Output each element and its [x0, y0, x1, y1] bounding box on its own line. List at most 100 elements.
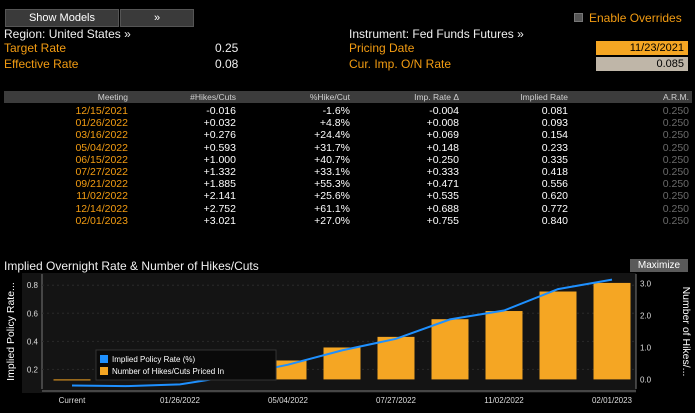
table-row[interactable]: 05/04/2022 +0.593 +31.7% +0.148 0.233 0.250: [4, 142, 692, 154]
cell-pct: +55.3%: [314, 178, 350, 191]
enable-overrides-label[interactable]: Enable Overrides: [589, 11, 682, 25]
cell-arm: 0.250: [662, 178, 689, 191]
cell-hikes: +0.032: [203, 117, 236, 130]
cell-meeting: 07/27/2022: [75, 166, 128, 178]
bar-hikes: [323, 347, 361, 380]
maximize-button[interactable]: Maximize: [630, 259, 688, 272]
column-header-arm[interactable]: A.R.M.: [663, 92, 689, 102]
legend-label-hikes: Number of Hikes/Cuts Priced In: [112, 367, 224, 376]
effective-rate-label: Effective Rate: [4, 57, 79, 71]
pricing-date-label: Pricing Date: [349, 41, 415, 55]
cell-implied-rate: 0.620: [541, 190, 568, 203]
bar-hikes: [485, 311, 523, 380]
cell-implied-rate: 0.093: [541, 117, 568, 130]
table-row[interactable]: 11/02/2022 +2.141 +25.6% +0.535 0.620 0.250: [4, 190, 692, 202]
left-tick-label: 0.4: [27, 337, 39, 346]
bar-hikes: [107, 379, 145, 381]
cell-hikes: +3.021: [203, 214, 236, 227]
cell-arm: 0.250: [662, 214, 689, 227]
enable-overrides-checkbox[interactable]: [574, 13, 583, 22]
cell-imp-delta: +0.250: [426, 153, 459, 166]
chart-title: Implied Overnight Rate & Number of Hikes…: [4, 259, 259, 273]
legend-label-rate: Implied Policy Rate (%): [112, 355, 195, 364]
table-row[interactable]: 12/15/2021 -0.016 -1.6% -0.004 0.081 0.250: [4, 105, 692, 117]
cell-imp-delta: +0.148: [426, 141, 459, 154]
bar-hikes: [593, 282, 631, 380]
cell-implied-rate: 0.418: [541, 166, 568, 178]
chart-plot-area: [22, 273, 636, 393]
bar-hikes: [269, 360, 307, 380]
pricing-date-input[interactable]: 11/23/2021: [596, 41, 688, 55]
cell-arm: 0.250: [662, 141, 689, 154]
cell-arm: 0.250: [662, 190, 689, 203]
cell-imp-delta: +0.333: [426, 166, 459, 178]
bar-hikes: [215, 370, 253, 380]
legend-swatch-hikes: [100, 367, 108, 375]
cell-imp-delta: +0.008: [426, 117, 459, 130]
table-row[interactable]: 01/26/2022 +0.032 +4.8% +0.008 0.093 0.250: [4, 117, 692, 129]
cell-arm: 0.250: [662, 129, 689, 142]
cell-hikes: +1.885: [203, 178, 236, 191]
expand-button[interactable]: »: [120, 9, 194, 27]
cell-implied-rate: 0.335: [541, 153, 568, 166]
left-tick-label: 0.6: [27, 309, 39, 318]
cell-pct: +61.1%: [314, 202, 350, 215]
table-row[interactable]: 12/14/2022 +2.752 +61.1% +0.688 0.772 0.250: [4, 203, 692, 215]
cell-pct: +33.1%: [314, 166, 350, 178]
bar-hikes: [539, 291, 577, 380]
cell-implied-rate: 0.840: [541, 214, 568, 227]
right-axis-title: Number of Hikes/...: [680, 287, 692, 377]
table-row[interactable]: 09/21/2022 +1.885 +55.3% +0.471 0.556 0.250: [4, 178, 692, 190]
cell-imp-delta: +0.535: [426, 190, 459, 203]
cell-pct: +40.7%: [314, 153, 350, 166]
show-models-button[interactable]: Show Models: [5, 9, 119, 27]
target-rate-label: Target Rate: [4, 41, 67, 55]
bar-hikes: [161, 378, 199, 380]
target-rate-value: 0.25: [215, 41, 239, 55]
table-row[interactable]: 06/15/2022 +1.000 +40.7% +0.250 0.335 0.250: [4, 154, 692, 166]
effective-rate-value: 0.08: [215, 57, 239, 71]
cell-arm: 0.250: [662, 153, 689, 166]
cell-pct: +27.0%: [314, 214, 350, 227]
cell-imp-delta: +0.688: [426, 202, 459, 215]
column-header-meeting[interactable]: Meeting: [97, 92, 128, 102]
cell-pct: -1.6%: [322, 105, 350, 117]
column-header-hikes[interactable]: #Hikes/Cuts: [190, 92, 236, 102]
region-selector[interactable]: Region: United States »: [4, 27, 131, 41]
column-header-pct[interactable]: %Hike/Cut: [309, 92, 350, 102]
column-header-implied-rate[interactable]: Implied Rate: [520, 92, 568, 102]
cur-imp-rate-input[interactable]: 0.085: [596, 57, 688, 71]
right-tick-label: 0.0: [640, 375, 652, 384]
cell-implied-rate: 0.772: [541, 202, 568, 215]
cell-implied-rate: 0.233: [541, 141, 568, 154]
instrument-selector[interactable]: Instrument: Fed Funds Futures »: [349, 27, 524, 41]
left-axis-title: Implied Policy Rate...: [5, 282, 17, 381]
cell-meeting: 01/26/2022: [75, 117, 128, 130]
cell-arm: 0.250: [662, 105, 689, 117]
legend-swatch-rate: [100, 355, 108, 363]
cell-implied-rate: 0.556: [541, 178, 568, 191]
cell-pct: +31.7%: [314, 141, 350, 154]
table-row[interactable]: 02/01/2023 +3.021 +27.0% +0.755 0.840 0.250: [4, 215, 692, 227]
table-row[interactable]: 03/16/2022 +0.276 +24.4% +0.069 0.154 0.250: [4, 129, 692, 141]
cell-imp-delta: +0.069: [426, 129, 459, 142]
cell-hikes: +0.593: [203, 141, 236, 154]
bar-hikes: [53, 379, 91, 381]
cell-hikes: +2.141: [203, 190, 236, 203]
implied-rate-line: [71, 278, 613, 388]
cell-meeting: 12/14/2022: [75, 202, 128, 215]
bar-hikes: [377, 336, 415, 380]
column-header-imp-delta[interactable]: Imp. Rate Δ: [414, 92, 459, 102]
cell-imp-delta: -0.004: [429, 105, 459, 117]
table-row[interactable]: 07/27/2022 +1.332 +33.1% +0.333 0.418 0.250: [4, 166, 692, 178]
cell-hikes: +1.000: [203, 153, 236, 166]
cell-hikes: +1.332: [203, 166, 236, 178]
right-tick-label: 1.0: [640, 343, 652, 352]
right-tick-label: 3.0: [640, 280, 652, 289]
x-tick-label: 05/04/2022: [268, 396, 309, 405]
cell-meeting: 03/16/2022: [75, 129, 128, 142]
bar-hikes: [431, 319, 469, 380]
cell-meeting: 11/02/2022: [76, 190, 128, 203]
cell-hikes: -0.016: [206, 105, 236, 117]
x-tick-label: 01/26/2022: [160, 396, 201, 405]
